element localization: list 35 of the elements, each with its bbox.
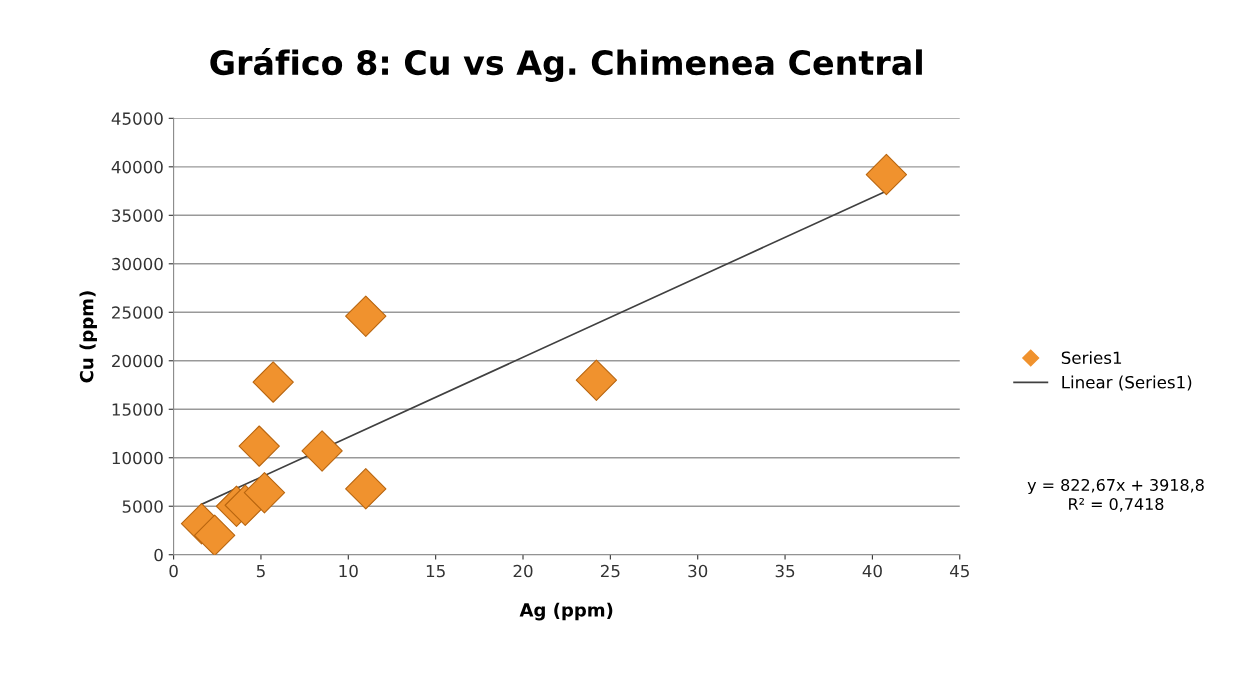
x-tick-label: 45 <box>949 564 969 578</box>
legend-label: Linear (Series1) <box>1062 375 1192 391</box>
y-tick-label: 25000 <box>112 306 163 319</box>
x-tick-label: 25 <box>600 564 620 578</box>
y-tick-label: 5000 <box>122 500 163 513</box>
x-tick-label: 10 <box>339 564 358 578</box>
y-tick-label: 15000 <box>112 403 163 416</box>
point <box>575 359 618 401</box>
chart-title: Gráfico 8: Cu vs Ag. Chimenea Central <box>210 48 922 82</box>
y-tick-label: 20000 <box>112 354 163 368</box>
y-tick-label: 10000 <box>112 451 163 465</box>
point <box>243 471 286 514</box>
x-tick-label: 20 <box>513 564 533 578</box>
x-tick-label: 5 <box>256 564 265 578</box>
y-tick-label: 30000 <box>112 257 163 271</box>
point <box>345 468 387 510</box>
y-tick-label: 0 <box>154 548 163 562</box>
y-tick-label: 40000 <box>111 160 163 174</box>
x-tick-label: 30 <box>688 564 708 578</box>
x-tick-label: 15 <box>426 564 445 578</box>
point <box>238 425 280 467</box>
y-tick-label: 35000 <box>112 209 163 222</box>
x-tick-label: 35 <box>775 564 795 578</box>
y-tick-label: 45000 <box>111 112 163 125</box>
y-axis-title: Cu (ppm) <box>79 291 97 383</box>
x-tick-label: 40 <box>862 564 882 578</box>
point <box>345 295 387 337</box>
point <box>252 361 294 403</box>
legend-label: Series1 <box>1061 351 1122 365</box>
x-axis-title: Ag (ppm) <box>519 602 613 621</box>
point <box>193 514 236 555</box>
x-tick-label: 0 <box>169 564 178 578</box>
point <box>865 153 908 196</box>
point <box>301 430 343 472</box>
text: y = 822,67x + 3918,8 R² = 0,7418 <box>1027 478 1204 512</box>
